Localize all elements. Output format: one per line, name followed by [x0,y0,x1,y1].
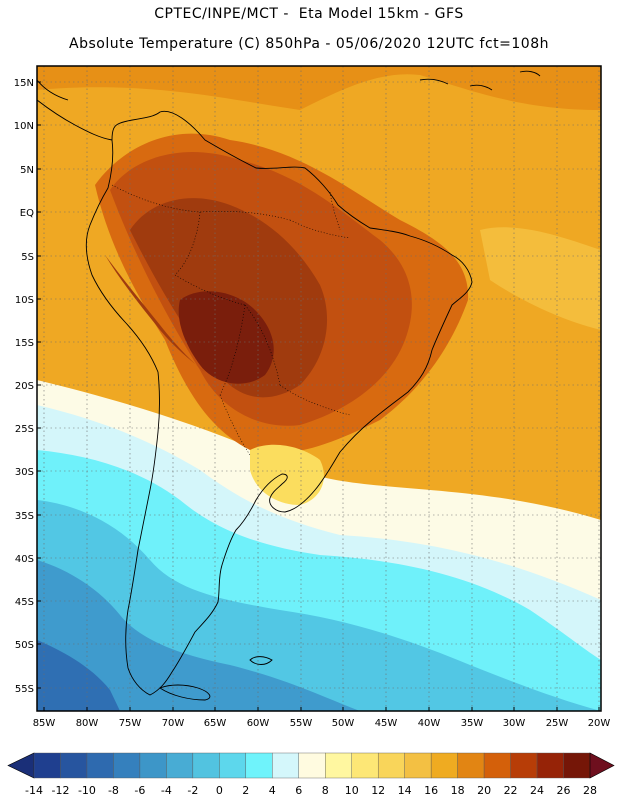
colorbar-under-arrow [7,752,35,779]
colorbar: -14 -12 -10 -8 -6 -4 -2 0 2 4 6 8 10 12 14 16 18 20 22 24 26… [7,752,615,797]
lon-label-8: 45W [375,718,398,729]
map-frame [36,65,602,712]
lon-label-4: 65W [204,718,227,729]
colorbar-swatch-8 [245,752,273,779]
colorbar-label-6: -2 [187,784,198,797]
colorbar-swatch-16 [457,752,485,779]
lat-label-4: 5S [21,252,34,263]
lon-label-6: 55W [290,718,313,729]
lat-label-5: 10S [15,295,34,306]
colorbar-swatch-17 [483,752,511,779]
country-borders [111,184,351,456]
colorbar-label-16: 18 [451,784,465,797]
colorbar-swatch-19 [536,752,564,779]
colorbar-label-15: 16 [424,784,438,797]
field-northeast-ocean-yellow [480,227,601,330]
lon-label-7: 50W [332,718,355,729]
coastline-caribbean-islands [419,70,541,91]
lon-label-12: 25W [546,718,569,729]
coastline [37,70,541,701]
border-lines [111,184,351,456]
colorbar-swatch-5 [166,752,194,779]
map-title-line-1: CPTEC/INPE/MCT - Eta Model 15km - GFS [154,6,464,22]
lat-label-0: 15N [14,78,34,89]
coastline-south-america [85,110,473,696]
colorbar-label-19: 24 [530,784,544,797]
colorbar-label-21: 28 [583,784,597,797]
colorbar-label-13: 12 [371,784,385,797]
lon-label-2: 75W [119,718,142,729]
map-title-line-2: Absolute Temperature (C) 850hPa - 05/06/… [69,36,549,52]
colorbar-swatch-20 [563,752,591,779]
lat-label-2: 5N [20,165,34,176]
lat-label-8: 25S [15,424,34,435]
colorbar-swatch-4 [139,752,167,779]
field-uruguay-yellow [250,444,324,505]
colorbar-swatch-12 [351,752,379,779]
lat-label-9: 30S [15,467,34,478]
lat-label-10: 35S [15,511,34,522]
colorbar-swatch-18 [510,752,538,779]
colorbar-label-8: 2 [242,784,249,797]
colorbar-label-10: 6 [295,784,302,797]
field-blue-band [37,560,360,711]
lat-label-11: 40S [15,554,34,565]
field-hot-core [178,291,274,384]
colorbar-swatch-1 [60,752,88,779]
lon-label-9: 40W [418,718,441,729]
coastline-tierra-del-fuego [159,684,211,701]
lat-label-14: 55S [15,684,34,695]
colorbar-swatch-6 [192,752,220,779]
colorbar-label-1: -12 [51,784,69,797]
colorbar-label-3: -8 [108,784,119,797]
lon-label-1: 80W [76,718,99,729]
colorbar-label-9: 4 [269,784,276,797]
colorbar-label-11: 8 [322,784,329,797]
colorbar-swatch-11 [325,752,352,779]
colorbar-label-7: 0 [216,784,223,797]
colorbar-label-5: -4 [161,784,172,797]
colorbar-label-0: -14 [25,784,43,797]
longitude-labels: 85W 80W 75W 70W 65W 60W 55W 50W 45W 40W 35W 30W 25W 2… [33,707,611,729]
colorbar-label-17: 20 [477,784,491,797]
field-deep-blue-band [37,640,120,711]
lon-label-13: 20W [588,718,611,729]
lat-label-12: 45S [15,597,34,608]
colorbar-swatch-13 [377,752,405,779]
colorbar-swatch-14 [404,752,432,779]
temperature-field [37,66,601,711]
latitude-labels: 15N 10N 5N EQ 5S 10S 15S 20S 25S 30S 35S 40S 45S 50S 5… [14,78,41,695]
colorbar-label-14: 14 [398,784,412,797]
colorbar-swatch-0 [33,752,61,779]
lat-label-1: 10N [14,121,34,132]
lon-label-0: 85W [33,718,56,729]
colorbar-label-4: -6 [134,784,145,797]
colorbar-swatch-7 [219,752,247,779]
field-north-ocean-warm [37,66,601,110]
colorbar-swatch-10 [298,752,326,779]
colorbar-swatch-15 [430,752,458,779]
lon-label-3: 70W [162,718,185,729]
lat-label-6: 15S [15,338,34,349]
colorbar-label-12: 10 [345,784,359,797]
colorbar-swatch-2 [86,752,114,779]
colorbar-swatch-9 [272,752,299,779]
coastline-falklands [249,656,273,665]
colorbar-label-18: 22 [504,784,518,797]
lon-label-5: 60W [247,718,270,729]
lat-label-3: EQ [20,208,34,219]
lat-label-7: 20S [15,381,34,392]
lon-label-11: 30W [503,718,526,729]
colorbar-swatch-3 [113,752,141,779]
lon-label-10: 35W [461,718,484,729]
colorbar-over-arrow [589,752,615,779]
lat-label-13: 50S [15,640,34,651]
colorbar-label-2: -10 [78,784,96,797]
colorbar-label-20: 26 [557,784,571,797]
